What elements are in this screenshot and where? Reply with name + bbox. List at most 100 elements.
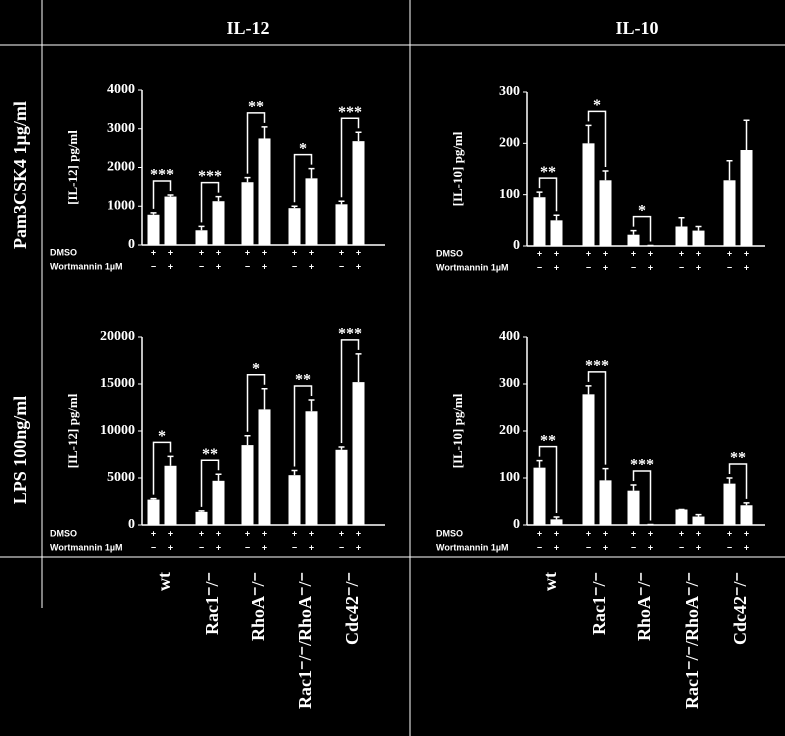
treatment-sign: + [151,528,156,538]
error-bar [743,119,750,151]
treatment-label: Wortmannin 1µM [50,261,123,271]
treatment-sign: − [151,261,156,271]
row-header: Pam3CSK4 1µg/ml [10,101,30,249]
treatment-sign: − [292,261,297,271]
row-header: LPS 100ng/ml [10,396,30,505]
bar [195,511,208,525]
error-bar [338,446,345,450]
treatment-sign: + [245,528,250,538]
y-tick-label: 0 [513,517,520,532]
y-tick-label: 300 [499,84,520,99]
bar [740,150,753,246]
treatment-sign: + [554,262,559,272]
treatment-sign: + [168,247,173,257]
genotype-label: Rac1⁻/⁻/RhoA⁻/⁻ [295,572,315,709]
error-bar [198,510,205,512]
y-tick-label: 100 [499,187,520,202]
bar [352,382,365,525]
y-tick-label: 0 [513,238,520,253]
treatment-sign: + [262,261,267,271]
error-bar [215,473,222,481]
treatment-sign: + [648,528,653,538]
significance-bracket [246,373,266,432]
error-bar [291,205,298,209]
significance-label: *** [338,104,362,121]
treatment-sign: − [631,542,636,552]
treatment-label: Wortmannin 1µM [50,542,123,552]
treatment-sign: − [679,542,684,552]
y-tick-label: 15000 [100,376,135,391]
treatment-sign: + [648,262,653,272]
bar [305,178,318,245]
bar [335,449,348,525]
treatment-sign: + [631,248,636,258]
y-tick-label: 3000 [107,121,135,136]
y-tick-label: 0 [128,517,135,532]
significance-label: ** [540,432,556,449]
error-bar [585,385,592,395]
treatment-sign: + [292,528,297,538]
treatment-sign: + [309,542,314,552]
error-bar [244,176,251,183]
significance-label: *** [630,457,654,474]
treatment-sign: + [309,261,314,271]
treatment-sign: + [648,248,653,258]
treatment-label: Wortmannin 1µM [436,542,509,552]
error-bar [308,399,315,412]
significance-label: * [638,202,646,219]
treatment-sign: + [262,247,267,257]
y-tick-label: 100 [499,470,520,485]
genotype-label: Cdc42⁻/⁻ [730,572,750,645]
treatment-sign: + [744,262,749,272]
treatment-sign: + [216,542,221,552]
treatment-sign: − [199,261,204,271]
treatment-sign: + [339,247,344,257]
bar [740,505,753,525]
treatment-sign: + [603,248,608,258]
significance-bracket [587,371,607,465]
treatment-sign: + [292,247,297,257]
treatment-sign: + [603,262,608,272]
error-bar [338,200,345,205]
treatment-sign: − [679,262,684,272]
treatment-sign: + [554,248,559,258]
treatment-label: DMSO [436,248,463,258]
bar [164,196,177,245]
error-bar [198,225,205,231]
error-bar [536,191,543,198]
treatment-sign: + [168,528,173,538]
bar [627,234,640,246]
bar [692,230,705,246]
treatment-sign: + [356,261,361,271]
treatment-sign: + [727,248,732,258]
bar [723,180,736,246]
y-tick-label: 200 [499,136,520,151]
significance-bracket [538,177,558,212]
error-bar [553,214,560,221]
significance-bracket [293,385,313,467]
treatment-sign: + [168,261,173,271]
treatment-sign: + [696,542,701,552]
bar [599,480,612,525]
bar [550,220,563,246]
treatment-label: Wortmannin 1µM [436,262,509,272]
treatment-sign: + [339,528,344,538]
treatment-sign: + [586,248,591,258]
treatment-sign: − [537,542,542,552]
significance-bracket [293,153,313,203]
error-bar [630,484,637,491]
significance-label: ** [202,446,218,463]
treatment-sign: − [339,261,344,271]
treatment-sign: − [245,542,250,552]
bar [241,445,254,525]
genotype-label: Cdc42⁻/⁻ [342,572,362,645]
treatment-sign: + [262,528,267,538]
treatment-sign: + [356,528,361,538]
treatment-sign: − [586,542,591,552]
treatment-sign: − [151,542,156,552]
error-bar [355,353,362,383]
significance-bracket [538,445,558,514]
treatment-sign: + [245,247,250,257]
bar [627,490,640,525]
